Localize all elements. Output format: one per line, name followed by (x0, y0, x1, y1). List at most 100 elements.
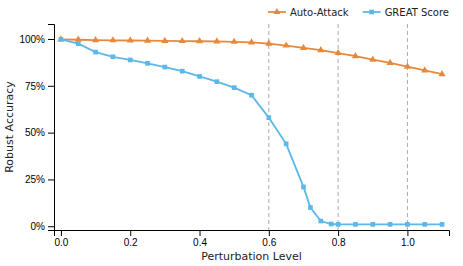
x-tick: 1.0 (401, 230, 415, 248)
chart: 0.0 0.2 0.4 0.6 0.8 1.0 0% 25% 50% 75% 100% Perturb… (0, 0, 463, 266)
x-tick-label: 0.6 (262, 237, 276, 248)
y-tick-label: 0% (31, 221, 46, 232)
series-marker (308, 205, 313, 210)
series-marker (421, 66, 428, 72)
x-tick-mark (269, 230, 270, 236)
x-tick-mark (338, 230, 339, 236)
legend: Auto-Attack GREAT Score (268, 7, 449, 18)
y-tick-mark (48, 179, 54, 180)
x-tick-label: 0.8 (332, 237, 346, 248)
y-tick: 25% (25, 174, 54, 185)
x-tick-label: 0.2 (124, 237, 138, 248)
y-tick-label: 100% (19, 34, 45, 45)
y-tick-mark (48, 39, 54, 40)
series-marker (248, 38, 255, 44)
y-tick-mark (48, 86, 54, 87)
x-tick: 0.2 (124, 230, 138, 248)
x-tick-mark (200, 230, 201, 236)
series-marker (301, 185, 306, 190)
series-marker (59, 37, 64, 42)
y-tick-mark (48, 226, 54, 227)
y-tick-mark (48, 133, 54, 134)
y-axis: 0% 25% 50% 75% 100% (19, 25, 54, 232)
series-marker (215, 79, 220, 84)
x-axis-line (55, 231, 450, 237)
series-marker (300, 44, 307, 50)
x-tick-mark (407, 230, 408, 236)
series-marker (370, 222, 375, 227)
series-marker (284, 142, 289, 147)
series-marker (405, 222, 410, 227)
y-tick: 100% (19, 34, 54, 45)
legend-marker (273, 8, 280, 14)
series-marker (353, 222, 358, 227)
legend-label: Auto-Attack (290, 7, 349, 18)
series-marker (317, 46, 324, 52)
series-marker (265, 40, 272, 46)
series-marker (369, 55, 376, 61)
series-marker (92, 36, 99, 42)
series-marker (249, 93, 254, 98)
y-tick: 0% (31, 221, 54, 232)
series-marker (213, 37, 220, 43)
y-tick-label: 25% (25, 174, 45, 185)
series-marker (388, 222, 393, 227)
x-tick: 0.8 (332, 230, 346, 248)
series-marker (283, 41, 290, 47)
data-layer (57, 24, 445, 230)
series-marker (404, 63, 411, 69)
series-marker (127, 36, 134, 42)
series-marker (335, 49, 342, 55)
series-marker (232, 85, 237, 90)
x-tick-mark (130, 230, 131, 236)
series-line (61, 39, 442, 74)
y-axis-line (48, 25, 55, 231)
series-marker (336, 222, 341, 227)
series-marker (163, 65, 168, 70)
legend-item: Auto-Attack (268, 7, 349, 18)
y-tick-label: 50% (25, 127, 45, 138)
series-marker (111, 54, 116, 59)
series-marker (231, 38, 238, 44)
y-tick: 50% (25, 127, 54, 138)
legend-label: GREAT Score (385, 7, 449, 18)
series-line (61, 39, 442, 224)
x-axis: 0.0 0.2 0.4 0.6 0.8 1.0 (54, 230, 449, 248)
series-marker (266, 115, 271, 120)
series-marker (197, 74, 202, 79)
series-marker (76, 41, 81, 46)
x-tick-label: 1.0 (401, 237, 415, 248)
x-tick: 0.4 (193, 230, 207, 248)
series-marker (128, 58, 133, 63)
series-marker (387, 59, 394, 65)
y-axis-title: Robust Accuracy (3, 81, 16, 173)
reference-line (268, 24, 269, 230)
series-marker (329, 222, 334, 227)
series-marker (144, 37, 151, 43)
series-marker (439, 70, 446, 76)
series-marker (196, 37, 203, 43)
series-marker (440, 222, 445, 227)
y-tick-label: 75% (25, 81, 45, 92)
series-marker (93, 50, 98, 55)
y-tick: 75% (25, 81, 54, 92)
legend-item: GREAT Score (363, 7, 449, 18)
series-marker (75, 36, 82, 42)
series-marker (145, 61, 150, 66)
reference-line (407, 24, 408, 230)
x-tick: 0.0 (54, 230, 68, 248)
series-marker (180, 69, 185, 74)
x-tick-label: 0.4 (193, 237, 207, 248)
x-tick-mark (61, 230, 62, 236)
x-axis-title: Perturbation Level (201, 250, 302, 263)
series-marker (318, 219, 323, 224)
series-marker (179, 37, 186, 43)
series-marker (422, 222, 427, 227)
x-tick-label: 0.0 (54, 237, 68, 248)
legend-marker (369, 10, 374, 15)
series-marker (109, 36, 116, 42)
x-tick: 0.6 (262, 230, 276, 248)
series-marker (161, 37, 168, 43)
series-marker (352, 52, 359, 58)
plot-area: 0.0 0.2 0.4 0.6 0.8 1.0 0% 25% 50% 75% 100% (19, 24, 449, 248)
